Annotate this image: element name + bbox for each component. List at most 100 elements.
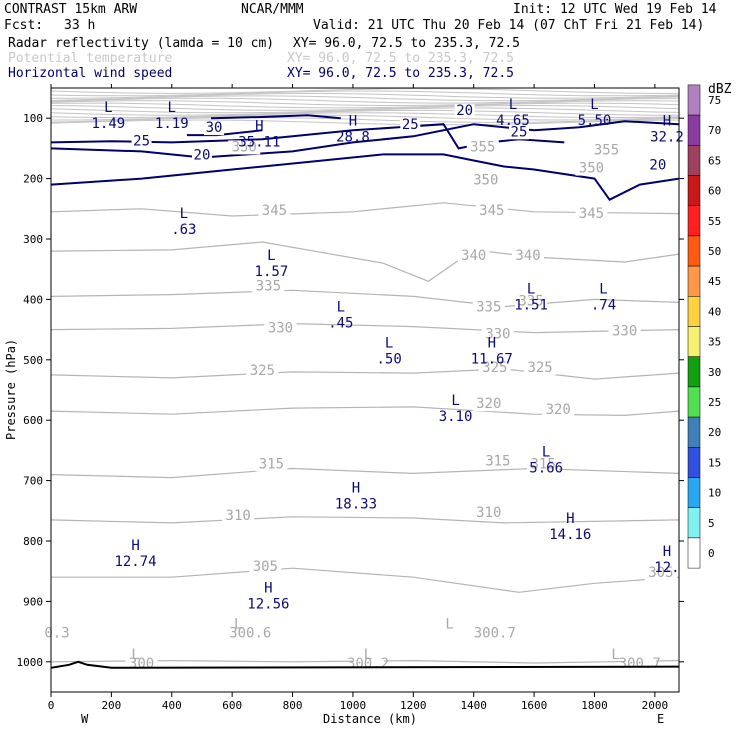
theta-label-bg — [527, 457, 560, 472]
model-title: CONTRAST 15km ARW — [4, 2, 137, 17]
stratosphere-isentrope — [50, 119, 680, 126]
extremum-value: 32.2 — [650, 129, 684, 145]
theta-label-bg — [469, 173, 502, 188]
y-tick-label: 200 — [23, 173, 43, 186]
theta-label: 335 — [518, 293, 543, 309]
extremum-value: 12.56 — [247, 596, 289, 612]
colorbar-level-label: 65 — [708, 154, 721, 167]
y-tick-label: 800 — [23, 535, 43, 548]
wind-label-bg — [191, 148, 212, 163]
theta-label-bg — [264, 321, 297, 336]
theta-label-bg — [575, 206, 608, 221]
theta-label: 350 — [473, 173, 498, 189]
theta-label-bg — [481, 327, 514, 342]
low-marker: L — [451, 393, 459, 409]
high-marker: H — [255, 118, 263, 134]
theta-isentrope-310 — [50, 516, 680, 524]
colorbar-swatch — [687, 296, 701, 327]
theta-label: 325 — [250, 363, 275, 379]
wind-contours — [50, 114, 680, 201]
wind-contour-20 — [50, 153, 680, 201]
extremum-value: 5.50 — [578, 113, 612, 129]
high-marker: H — [488, 336, 496, 352]
theta-label-bg — [475, 203, 508, 218]
extremum-value: .45 — [328, 315, 353, 331]
high-marker: H — [349, 113, 357, 129]
low-marker: L — [590, 97, 598, 113]
valid-time: Valid: 21 UTC Thu 20 Feb 14 (07 ChT Fri … — [313, 18, 704, 33]
wind-label-bg — [204, 121, 225, 136]
stratosphere-isentrope — [50, 112, 680, 119]
high-marker: H — [663, 113, 671, 129]
wind-labels: 20 20 20 25 25 25 30 — [131, 103, 668, 174]
theta-label-bg — [524, 360, 557, 375]
theta-label-bg — [515, 294, 548, 309]
field-temperature: Potential temperature — [8, 51, 173, 66]
low-marker: L — [267, 248, 275, 264]
y-tick-label: 700 — [23, 475, 43, 488]
high-marker: H — [566, 511, 574, 527]
colorbar-swatch — [687, 416, 701, 448]
y-tick-label: 100 — [23, 112, 43, 125]
plot-frame — [50, 87, 680, 693]
theta-label: 325 — [527, 360, 552, 376]
theta-label: 310 — [226, 508, 251, 524]
y-tick-label: 900 — [23, 595, 43, 608]
theta-label: 315 — [530, 457, 555, 473]
x-tick-label: 800 — [283, 699, 303, 712]
stratosphere-isentrope — [50, 97, 680, 104]
high-marker: H — [131, 538, 139, 554]
theta-label-bg — [246, 363, 279, 378]
theta-label-bg — [481, 454, 514, 469]
theta-label: 305 — [253, 559, 278, 575]
theta-label-bg — [472, 505, 505, 520]
theta-label-bg — [255, 457, 288, 472]
theta-label: 310 — [476, 505, 501, 521]
theta-label: 355 — [470, 139, 495, 155]
low-marker: L — [131, 647, 139, 663]
wind-label: 20 — [649, 158, 666, 174]
y-axis-label: Pressure (hPa) — [4, 339, 18, 440]
colorbar-swatch — [687, 265, 701, 297]
stratosphere-isentrope — [50, 95, 680, 102]
field-reflectivity: Radar reflectivity (lamda = 10 cm) — [8, 36, 274, 51]
x-tick-label: 0 — [48, 699, 55, 712]
theta-label: 330 — [268, 321, 293, 337]
colorbar-level-label: 20 — [708, 426, 721, 439]
theta-label: 345 — [579, 206, 604, 222]
init-time: Init: 12 UTC Wed 19 Feb 14 — [513, 2, 717, 17]
theta-label-bg — [234, 626, 267, 641]
x-tick-label: 200 — [101, 699, 121, 712]
colorbar-level-label: 35 — [708, 336, 721, 349]
stratosphere-isentrope — [50, 109, 680, 116]
theta-label-bg — [512, 249, 545, 264]
stratosphere-isentrope — [50, 117, 680, 123]
forecast-label: Fcst: — [4, 18, 43, 33]
x-axis: 0 200 400 600 800 1000 1200 1400 1600 1800 2000 — [48, 84, 668, 712]
colorbar-swatch — [687, 477, 701, 508]
high-marker: H — [352, 481, 360, 497]
wind-label-bg — [131, 134, 152, 149]
colorbar-level-label: 60 — [708, 185, 721, 198]
west-label: W — [81, 712, 89, 726]
extremum-value: 35.11 — [238, 134, 280, 150]
wind-contour-30 — [186, 129, 263, 137]
wind-label: 25 — [511, 124, 528, 140]
extremum-value: 1.49 — [92, 116, 126, 132]
theta-label: 300.7 — [474, 626, 516, 642]
stratosphere-isentrope — [50, 88, 679, 94]
wind-label-bg — [647, 158, 668, 173]
extremum-value: 4.65 — [496, 113, 530, 129]
theta-labels: 355 355 350 350 350 345 345 345 340 340 335 335 335 3… — [41, 139, 677, 672]
theta-label: 330 — [612, 324, 637, 340]
colorbar-swatch — [687, 326, 701, 357]
theta-label-bg — [466, 140, 499, 155]
extremum-value: 18.33 — [335, 497, 377, 513]
colorbar-swatch — [687, 114, 701, 146]
organization: NCAR/MMM — [241, 2, 304, 17]
wind-label: 25 — [133, 133, 150, 149]
colorbar-level-label: 75 — [708, 94, 721, 107]
colorbar-swatch — [687, 84, 701, 116]
theta-label-bg — [478, 626, 511, 641]
x-tick-label: 1800 — [581, 699, 608, 712]
